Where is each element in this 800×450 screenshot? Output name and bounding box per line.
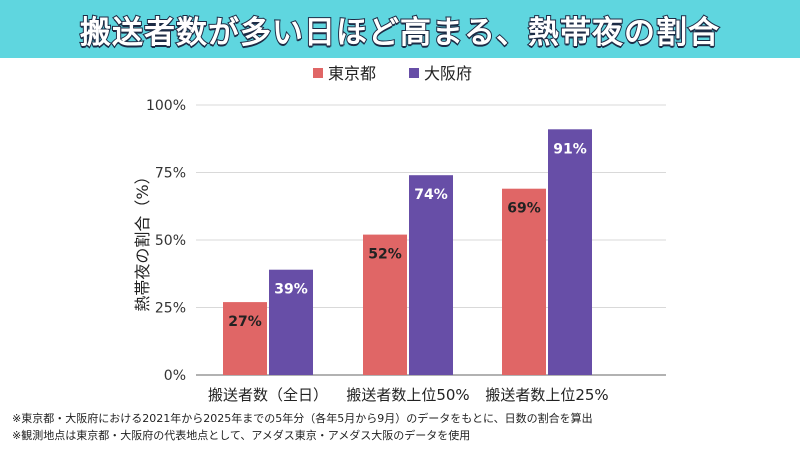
y-tick-label: 100% — [146, 98, 186, 114]
bar-tokyo — [363, 234, 407, 375]
y-tick-label: 25% — [155, 301, 186, 317]
x-axis-categories: 搬送者数（全日） 搬送者数上位50% 搬送者数上位25% — [208, 386, 609, 404]
bar-osaka — [409, 175, 453, 375]
legend-swatch-tokyo — [313, 68, 323, 78]
page-title: 搬送者数が多い日ほど高まる、熱帯夜の割合 — [79, 14, 720, 52]
data-label: 69% — [507, 201, 541, 217]
footnote-2: ※観測地点は東京都・大阪府の代表地点として、アメダス東京・アメダス大阪のデータを… — [12, 429, 471, 442]
legend-swatch-osaka — [409, 68, 419, 78]
legend-label: 大阪府 — [424, 64, 472, 83]
x-category-label: 搬送者数上位50% — [346, 386, 469, 404]
footnote-1: ※東京都・大阪府における2021年から2025年までの5年分（各年5月から9月）… — [12, 412, 593, 425]
legend: 東京都 大阪府 — [313, 64, 472, 83]
footnotes: ※東京都・大阪府における2021年から2025年までの5年分（各年5月から9月）… — [12, 410, 593, 444]
data-label: 27% — [228, 314, 262, 330]
x-category-label: 搬送者数上位25% — [485, 386, 608, 404]
bar-tokyo — [223, 302, 267, 375]
data-label: 91% — [553, 141, 587, 157]
data-label: 74% — [414, 187, 448, 203]
data-label: 52% — [368, 247, 402, 263]
y-axis-title: 熱帯夜の割合（%） — [133, 168, 152, 311]
bar-osaka — [548, 129, 592, 375]
data-label: 39% — [274, 282, 308, 298]
bar-tokyo — [502, 188, 546, 375]
y-tick-label: 50% — [155, 233, 186, 249]
legend-label: 東京都 — [328, 64, 376, 83]
data-labels: 27% 39% 52% 74% 69% 91% — [228, 141, 587, 330]
bar-osaka — [269, 269, 313, 375]
y-axis-ticks: 0% 25% 50% 75% 100% — [146, 98, 186, 384]
y-tick-label: 75% — [155, 166, 186, 182]
title-banner: 搬送者数が多い日ほど高まる、熱帯夜の割合 — [0, 0, 800, 58]
y-tick-label: 0% — [164, 368, 186, 384]
bar-chart: 東京都 大阪府 0% 25% 50% 75% 100% 27% 39% 52% 74% 69% 91… — [133, 64, 666, 404]
x-category-label: 搬送者数（全日） — [208, 386, 328, 404]
bars — [223, 129, 592, 375]
